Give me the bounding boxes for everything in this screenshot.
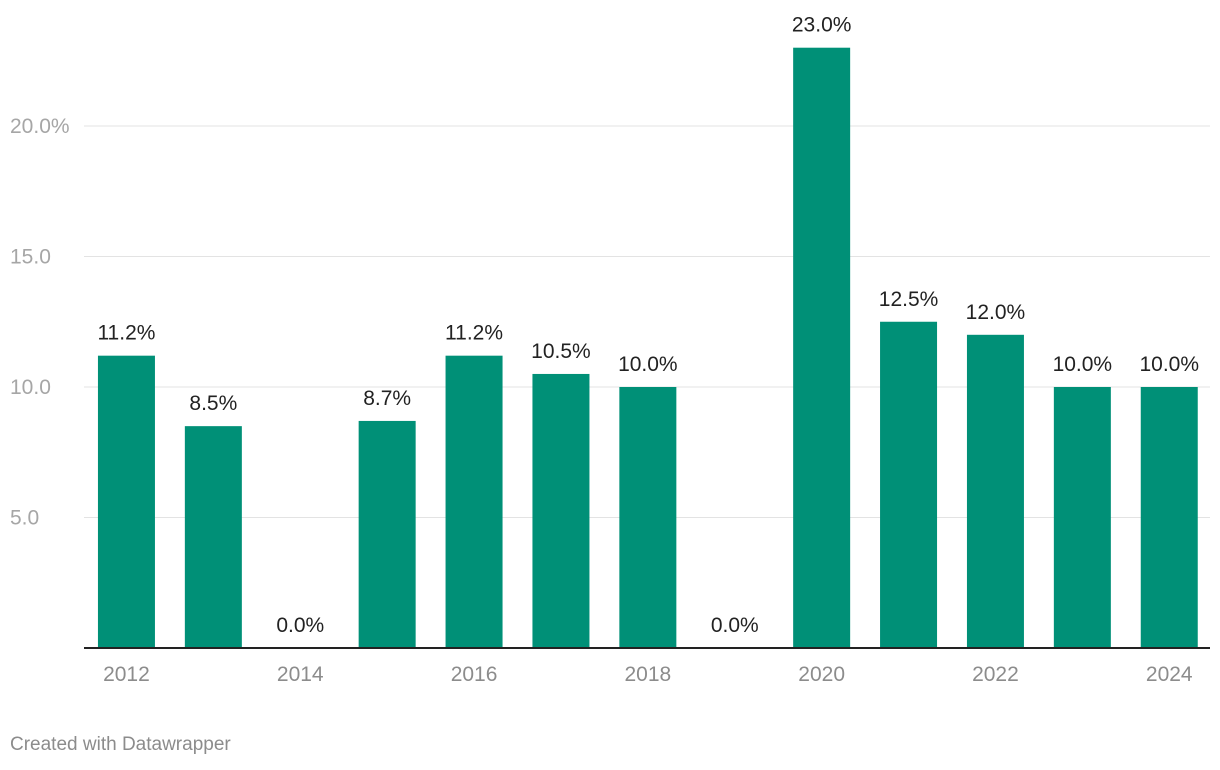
y-tick-label: 5.0	[10, 507, 39, 530]
x-tick-label: 2016	[451, 663, 498, 686]
bar	[184, 426, 242, 648]
x-tick-label: 2020	[798, 663, 845, 686]
bar-value-label: 12.0%	[966, 301, 1026, 324]
bar-value-label: 11.2%	[445, 322, 503, 345]
bar	[358, 420, 416, 648]
bar-value-label: 0.0%	[711, 614, 759, 637]
x-tick-label: 2012	[103, 663, 150, 686]
axes: 5.0 10.0 15.0 20.0% 2012 2014 2016 2018 2020 2022…	[10, 115, 1210, 686]
bar-value-label: 11.2%	[97, 322, 155, 345]
y-tick-label: 20.0%	[10, 115, 70, 138]
x-tick-label: 2024	[1146, 663, 1193, 686]
bar	[445, 355, 503, 648]
bar	[1140, 387, 1198, 648]
bar-value-labels: 11.2% 8.5% 0.0% 8.7% 11.2% 10.5% 10.0% 0.0% 23.0…	[97, 14, 1199, 637]
bar	[97, 355, 155, 648]
bar-value-label: 0.0%	[276, 614, 324, 637]
x-tick-label: 2022	[972, 663, 1019, 686]
bar-value-label: 10.5%	[531, 340, 591, 363]
bar-value-label: 10.0%	[1139, 353, 1199, 376]
bar-value-label: 8.7%	[363, 387, 411, 410]
bar	[619, 387, 677, 648]
x-tick-label: 2018	[624, 663, 671, 686]
bar-value-label: 8.5%	[189, 392, 237, 415]
bar-value-label: 23.0%	[792, 14, 852, 37]
bar	[793, 47, 851, 648]
bars	[97, 47, 1198, 648]
bar-value-label: 12.5%	[879, 288, 939, 311]
bar-value-label: 10.0%	[618, 353, 678, 376]
bar	[532, 373, 590, 648]
x-tick-label: 2014	[277, 663, 324, 686]
footer-credit: Created with Datawrapper	[10, 734, 231, 755]
bar	[966, 334, 1024, 648]
bar	[880, 321, 938, 648]
bar-value-label: 10.0%	[1053, 353, 1113, 376]
y-tick-label: 10.0	[10, 376, 51, 399]
bar	[1053, 387, 1111, 648]
y-tick-label: 15.0	[10, 246, 51, 269]
